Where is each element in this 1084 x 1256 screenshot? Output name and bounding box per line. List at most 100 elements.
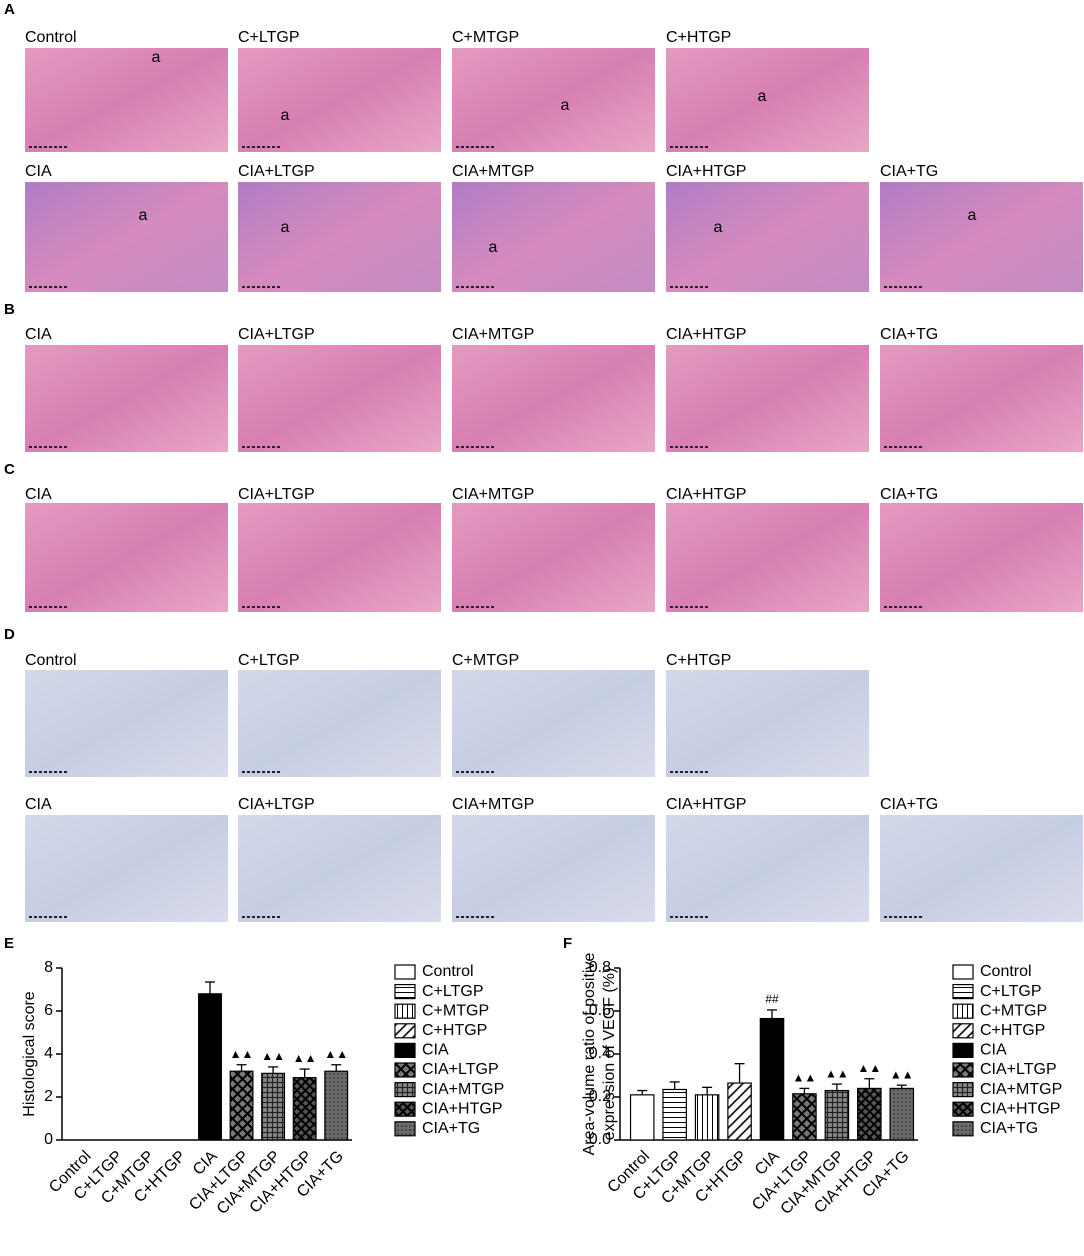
- image-label: Control: [25, 652, 77, 669]
- panel-letter: F: [563, 935, 572, 952]
- joint-label: a: [139, 207, 148, 224]
- image-label: CIA: [25, 486, 52, 503]
- micrograph: [880, 182, 1083, 292]
- legend-swatch: [952, 1003, 974, 1019]
- micrograph: [25, 182, 228, 292]
- image-label: CIA+HTGP: [666, 163, 746, 180]
- micrograph: [25, 815, 228, 922]
- image-label: CIA+TG: [880, 326, 938, 343]
- micrograph: [238, 182, 441, 292]
- y-axis-label: Area-volume ratio of positive: [581, 953, 598, 1156]
- bar: [727, 1082, 752, 1141]
- image-label: CIA+TG: [880, 486, 938, 503]
- legend-label: CIA: [422, 1042, 449, 1059]
- legend-label: CIA+MTGP: [422, 1081, 504, 1098]
- legend-label: C+HTGP: [980, 1022, 1045, 1039]
- micrograph: [452, 48, 655, 152]
- micrograph: [452, 815, 655, 922]
- annotation: ▲▲: [890, 1067, 914, 1081]
- joint-label: a: [758, 88, 767, 105]
- legend-swatch: [952, 1023, 974, 1039]
- annotation: ▲▲: [825, 1066, 849, 1080]
- legend-swatch: [952, 1042, 974, 1059]
- legend-label: CIA+TG: [422, 1120, 480, 1137]
- legend-label: CIA+LTGP: [422, 1061, 499, 1078]
- legend-swatch: [394, 983, 416, 1000]
- bar: [694, 1094, 720, 1141]
- image-label: CIA+LTGP: [238, 486, 315, 503]
- bar: [229, 1070, 254, 1141]
- image-label: C+HTGP: [666, 652, 731, 669]
- bar: [759, 1017, 785, 1141]
- y-axis-label: expression of VEGF (%): [601, 968, 618, 1141]
- y-tick-label: 2: [44, 1088, 53, 1105]
- legend-swatch: [952, 964, 974, 980]
- micrograph: [666, 670, 869, 777]
- image-label: C+LTGP: [238, 652, 300, 669]
- legend-swatch: [394, 1121, 416, 1137]
- joint-label: a: [281, 107, 290, 124]
- micrograph: [880, 503, 1083, 612]
- legend-label: C+HTGP: [422, 1022, 487, 1039]
- legend-swatch: [952, 1121, 974, 1137]
- joint-label: a: [968, 207, 977, 224]
- legend-swatch: [394, 1023, 416, 1039]
- image-label: CIA+HTGP: [666, 326, 746, 343]
- panel-letter: A: [4, 1, 15, 18]
- joint-label: a: [561, 97, 570, 114]
- annotation: ▲▲: [261, 1049, 285, 1063]
- image-label: CIA+LTGP: [238, 163, 315, 180]
- legend-label: Control: [980, 963, 1032, 980]
- y-tick-label: 6: [44, 1002, 53, 1019]
- image-label: C+MTGP: [452, 29, 519, 46]
- bar: [857, 1087, 882, 1141]
- micrograph: [25, 48, 228, 152]
- image-label: C+MTGP: [452, 652, 519, 669]
- legend-label: C+MTGP: [422, 1002, 489, 1019]
- micrograph: [880, 815, 1083, 922]
- micrograph: [238, 48, 441, 152]
- y-tick-label: 0: [44, 1131, 53, 1148]
- image-label: CIA: [25, 326, 52, 343]
- bar: [629, 1094, 655, 1141]
- legend-label: C+MTGP: [980, 1002, 1047, 1019]
- micrograph: [880, 345, 1083, 452]
- joint-label: a: [489, 239, 498, 256]
- y-tick-label: 0.4: [589, 1045, 611, 1062]
- bar: [292, 1077, 317, 1141]
- legend-label: CIA+LTGP: [980, 1061, 1057, 1078]
- micrograph: [452, 503, 655, 612]
- y-tick-label: 0.0: [589, 1131, 611, 1148]
- micrograph: [666, 48, 869, 152]
- panel-letter: E: [4, 935, 14, 952]
- bar: [792, 1093, 817, 1141]
- y-tick-label: 8: [44, 959, 53, 976]
- y-tick-label: 0.2: [589, 1088, 611, 1105]
- joint-label: a: [281, 219, 290, 236]
- image-label: CIA+TG: [880, 163, 938, 180]
- legend-label: CIA+HTGP: [422, 1100, 502, 1117]
- legend-label: CIA+HTGP: [980, 1100, 1060, 1117]
- micrograph: [238, 815, 441, 922]
- image-label: Control: [25, 29, 77, 46]
- image-label: CIA+TG: [880, 796, 938, 813]
- micrograph: [238, 345, 441, 452]
- panel-letter: C: [4, 461, 15, 478]
- bar: [889, 1087, 915, 1141]
- y-tick-label: 0.8: [589, 959, 611, 976]
- legend-swatch: [394, 964, 416, 980]
- panel-letter: D: [4, 626, 15, 643]
- legend-label: Control: [422, 963, 474, 980]
- legend-label: CIA: [980, 1042, 1007, 1059]
- legend-swatch: [394, 1003, 416, 1019]
- joint-label: a: [714, 219, 723, 236]
- micrograph: [666, 503, 869, 612]
- micrograph: [238, 670, 441, 777]
- panel-letter: B: [4, 301, 15, 318]
- legend-swatch: [952, 1062, 974, 1078]
- legend-label: C+LTGP: [980, 983, 1042, 1000]
- micrograph: [666, 345, 869, 452]
- micrograph: [666, 182, 869, 292]
- legend-swatch: [952, 1101, 974, 1117]
